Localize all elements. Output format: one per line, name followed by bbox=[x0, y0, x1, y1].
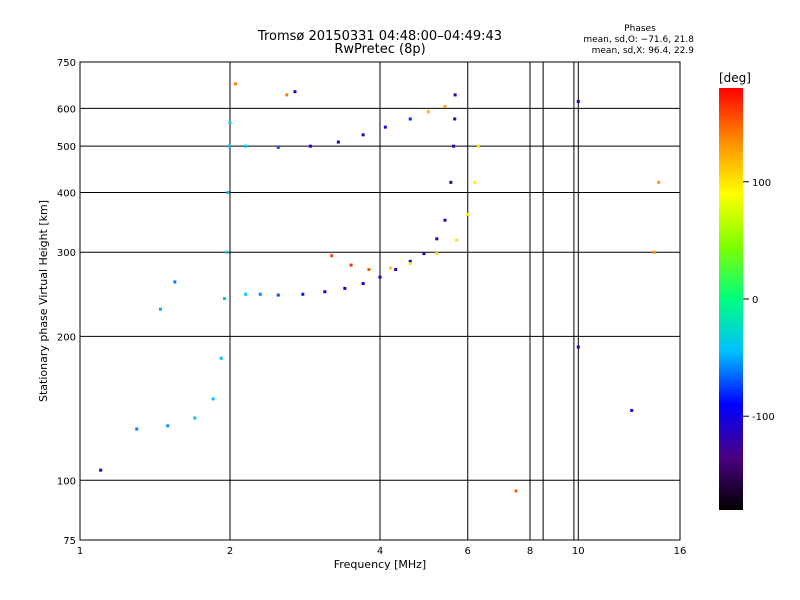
data-point bbox=[135, 427, 139, 431]
y-tick-label: 600 bbox=[57, 104, 76, 115]
y-tick-label: 500 bbox=[57, 142, 76, 153]
y-tick-label: 300 bbox=[57, 248, 76, 259]
data-point bbox=[408, 259, 412, 263]
data-point bbox=[227, 144, 231, 148]
y-tick-label: 400 bbox=[57, 188, 76, 199]
data-point bbox=[173, 280, 177, 284]
y-axis-label: Stationary phase Virtual Height [km] bbox=[37, 200, 50, 402]
y-tick-labels: 75 100 200 300 400 500 600 750 bbox=[57, 58, 76, 547]
data-point bbox=[158, 307, 162, 311]
data-point bbox=[453, 117, 457, 121]
y-tick-label: 100 bbox=[57, 476, 76, 487]
colorbar bbox=[719, 88, 743, 510]
data-point bbox=[466, 212, 470, 216]
data-point bbox=[389, 266, 393, 270]
x-tick-label: 2 bbox=[227, 546, 233, 557]
data-point bbox=[652, 250, 656, 254]
data-point bbox=[223, 297, 227, 301]
data-point bbox=[443, 218, 447, 222]
x-tick-label: 8 bbox=[527, 546, 533, 557]
data-point bbox=[435, 237, 439, 241]
x-tick-label: 4 bbox=[377, 546, 383, 557]
grid-lines bbox=[80, 62, 680, 540]
data-point bbox=[443, 105, 447, 109]
data-point bbox=[233, 82, 237, 86]
data-point bbox=[276, 293, 280, 297]
data-points bbox=[99, 82, 661, 493]
data-point bbox=[336, 140, 340, 144]
data-point bbox=[258, 292, 262, 296]
data-point bbox=[219, 356, 223, 360]
data-point bbox=[367, 268, 371, 272]
stats-line-x: mean, sd,X: 96.4, 22.9 bbox=[592, 46, 695, 56]
data-point bbox=[453, 93, 457, 97]
data-point bbox=[99, 468, 103, 472]
colorbar-tick-label: 0 bbox=[752, 295, 758, 306]
data-point bbox=[228, 121, 232, 125]
x-axis-label: Frequency [MHz] bbox=[334, 558, 426, 571]
data-point bbox=[383, 125, 387, 129]
data-point bbox=[323, 290, 327, 294]
data-point bbox=[225, 250, 229, 254]
chart-title: Tromsø 20150331 04:48:00–04:49:43 bbox=[257, 29, 502, 44]
data-point bbox=[576, 345, 580, 349]
data-point bbox=[193, 416, 197, 420]
data-point bbox=[361, 282, 365, 286]
data-point bbox=[361, 133, 365, 137]
y-tick-label: 75 bbox=[63, 536, 76, 547]
data-point bbox=[244, 144, 248, 148]
data-point bbox=[244, 292, 248, 296]
y-tick-label: 750 bbox=[57, 58, 76, 69]
colorbar-tick-label: 100 bbox=[752, 178, 771, 189]
x-tick-labels: 1 2 4 6 8 10 16 bbox=[77, 546, 687, 557]
data-point bbox=[276, 145, 280, 149]
y-tick-label: 200 bbox=[57, 332, 76, 343]
data-point bbox=[285, 93, 289, 97]
x-tick-label: 1 bbox=[77, 546, 83, 557]
data-point bbox=[408, 262, 412, 266]
chart-subtitle: RwPretec (8p) bbox=[334, 42, 425, 57]
data-point bbox=[473, 180, 477, 184]
data-point bbox=[166, 424, 170, 428]
data-point bbox=[422, 252, 426, 256]
data-point bbox=[394, 268, 398, 272]
stats-line-o: mean, sd,O: −71.6, 21.8 bbox=[583, 35, 694, 45]
data-point bbox=[657, 180, 661, 184]
data-point bbox=[343, 286, 347, 290]
data-point bbox=[226, 190, 230, 194]
data-point bbox=[378, 275, 382, 279]
data-point bbox=[308, 144, 312, 148]
data-point bbox=[435, 252, 439, 256]
data-point bbox=[349, 263, 353, 267]
colorbar-tick-label: -100 bbox=[752, 412, 775, 423]
x-tick-label: 10 bbox=[572, 546, 585, 557]
data-point bbox=[211, 397, 215, 401]
x-tick-label: 6 bbox=[465, 546, 471, 557]
data-point bbox=[301, 292, 305, 296]
colorbar-label: [deg] bbox=[719, 71, 751, 85]
data-point bbox=[330, 254, 334, 258]
data-point bbox=[426, 110, 430, 114]
data-point bbox=[293, 90, 297, 94]
x-tick-label: 16 bbox=[674, 546, 687, 557]
data-point bbox=[514, 489, 518, 493]
data-point bbox=[476, 144, 480, 148]
colorbar-tick-labels: 100 0 -100 bbox=[743, 178, 775, 423]
data-point bbox=[630, 408, 634, 412]
data-point bbox=[449, 180, 453, 184]
data-point bbox=[452, 144, 456, 148]
data-point bbox=[455, 238, 459, 242]
stats-title: Phases bbox=[624, 24, 656, 34]
data-point bbox=[576, 100, 580, 104]
data-point bbox=[408, 117, 412, 121]
